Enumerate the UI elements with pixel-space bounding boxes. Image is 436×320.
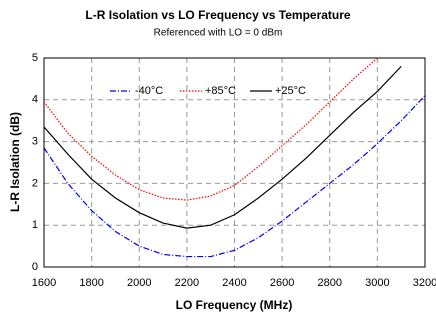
x-tick-label: 1600 <box>32 277 56 289</box>
chart-subtitle: Referenced with LO = 0 dBm <box>154 28 283 39</box>
x-tick-label: 2600 <box>270 277 294 289</box>
y-tick-label: 2 <box>32 177 38 189</box>
y-tick-label: 1 <box>32 219 38 231</box>
y-tick-label: 5 <box>32 52 38 64</box>
x-tick-label: 2400 <box>222 277 246 289</box>
series-line <box>44 95 425 258</box>
y-tick-label: 4 <box>32 94 38 106</box>
x-tick-label: 2000 <box>127 277 151 289</box>
x-tick-label: 2200 <box>175 277 199 289</box>
chart-title: L-R Isolation vs LO Frequency vs Tempera… <box>85 8 351 22</box>
series-line <box>44 65 402 229</box>
y-tick-label: 3 <box>32 136 38 148</box>
y-axis-label: L-R Isolation (dB) <box>8 112 22 212</box>
legend-label: +25°C <box>275 85 306 97</box>
plot-frame <box>43 57 426 268</box>
legend-label: +85°C <box>205 85 236 97</box>
plot-area <box>44 57 425 258</box>
x-axis-label: LO Frequency (MHz) <box>176 298 293 312</box>
legend-label: -40°C <box>135 85 163 97</box>
x-tick-label: 2800 <box>318 277 342 289</box>
y-tick-label: 0 <box>32 261 38 273</box>
series-line <box>44 57 378 201</box>
x-tick-label: 3000 <box>365 277 389 289</box>
x-tick-label: 3200 <box>413 277 436 289</box>
x-tick-label: 1800 <box>79 277 103 289</box>
